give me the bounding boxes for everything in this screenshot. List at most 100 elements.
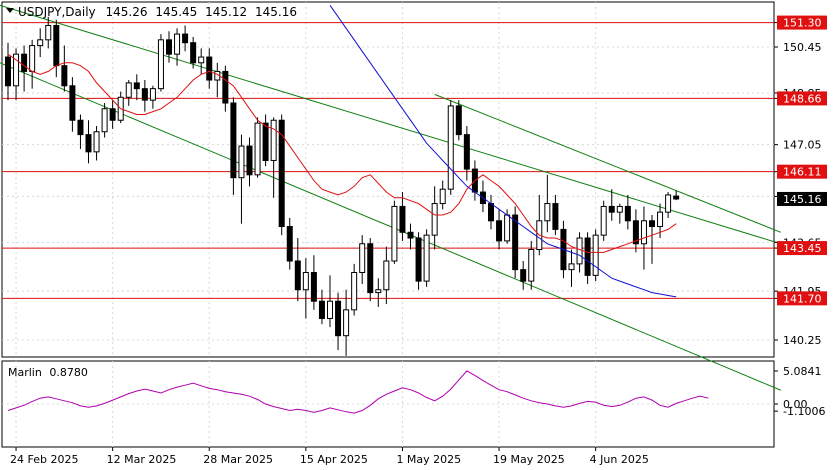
candle-body-bear [608, 205, 615, 213]
candle-body-bear [673, 195, 680, 200]
candle [182, 25, 189, 52]
candle [318, 289, 325, 325]
candle [624, 194, 631, 230]
channel-line [0, 4, 781, 245]
candle-body-bear [415, 237, 422, 282]
candle [286, 217, 293, 270]
candle-body-bull [423, 234, 430, 282]
candle [149, 85, 156, 109]
candle [544, 174, 551, 233]
candle [439, 180, 446, 210]
oscillator-value: 0.8780 [49, 366, 88, 379]
level-label-box [777, 91, 827, 106]
candle [222, 65, 229, 112]
candle [665, 192, 672, 218]
candle [632, 209, 639, 253]
time-tick-label: 15 Apr 2025 [300, 453, 368, 466]
candle-body-bull [149, 88, 156, 101]
candle-body-bear [335, 300, 342, 337]
candle-body-bull [528, 249, 535, 282]
candle [367, 238, 374, 302]
oscillator-tick-label: -1.1006 [783, 405, 825, 418]
candle-body-bear [488, 203, 494, 222]
candle-body-bull [45, 24, 52, 41]
candle [37, 28, 44, 58]
candle-body-bull [391, 205, 398, 262]
candle [270, 117, 277, 198]
candle [5, 42, 11, 101]
candle [649, 215, 655, 264]
candle-body-bull [101, 108, 108, 133]
candle-body-bull [439, 188, 446, 205]
candle [463, 125, 470, 181]
candle-body-bear [552, 203, 559, 230]
candle [206, 48, 213, 89]
candle [327, 275, 333, 328]
candle [21, 45, 28, 92]
candle-body-bull [13, 53, 20, 87]
candle-body-bear [399, 205, 406, 233]
candle [608, 189, 615, 221]
price-scale-bg [775, 2, 836, 447]
symbol-title: USDJPY,Daily 145.26 145.45 145.12 145.16 [18, 5, 297, 19]
candle [133, 74, 140, 101]
candle [528, 240, 535, 290]
candle [383, 246, 390, 305]
level-label: 141.70 [783, 292, 822, 305]
candle [592, 229, 599, 282]
candle [125, 80, 132, 106]
candle [673, 190, 680, 201]
candle-body-bear [166, 39, 172, 55]
main-plot-frame [1, 1, 775, 358]
candle [294, 238, 301, 302]
candle-body-bear [21, 53, 28, 72]
candle-body-bull [238, 145, 245, 179]
ohlc-high: 145.45 [155, 5, 197, 19]
level-label-box [777, 241, 827, 256]
candle [230, 97, 237, 195]
candle [359, 235, 366, 284]
candle-body-bear [512, 214, 519, 271]
candle-body-bear [318, 300, 325, 319]
candle [157, 34, 164, 92]
candle [166, 31, 172, 63]
candle [13, 48, 20, 101]
candle-body-bear [222, 70, 229, 104]
candle [335, 292, 342, 351]
candle-body-bull [359, 243, 366, 273]
time-tick-label: 4 Jun 2025 [590, 453, 649, 466]
candle-body-bull [125, 82, 132, 98]
candle [415, 232, 422, 290]
candle [375, 278, 382, 307]
candle-body-bull [616, 205, 623, 213]
oscillator-axis: 5.0841 0.00-1.1006 [774, 365, 825, 418]
candle [351, 263, 358, 316]
candle [391, 200, 398, 264]
candle-body-bear [649, 220, 655, 228]
candle-body-bull [270, 119, 277, 161]
price-tick-label: 150.45 [783, 41, 822, 54]
candle [600, 200, 607, 241]
candle [447, 100, 454, 195]
horizontal-levels [2, 22, 774, 299]
trend-channel [0, 4, 781, 391]
time-tick-label: 19 May 2025 [493, 453, 565, 466]
time-axis: 24 Feb 2025 12 Mar 2025 28 Mar 2025 15 Apr … [10, 447, 649, 466]
candle-body-bull [504, 214, 511, 242]
level-label: 143.45 [783, 242, 822, 255]
current-price-box [777, 191, 827, 206]
channel-line [0, 62, 781, 391]
candle-body-bear [5, 56, 11, 87]
price-tick-label: 140.25 [783, 334, 822, 347]
candle-body-bear [230, 102, 237, 179]
candle [45, 16, 52, 49]
candle-body-bull [37, 39, 44, 47]
candle-body-bear [206, 56, 213, 81]
candle-body-bear [109, 108, 116, 121]
candle-body-bear [141, 88, 148, 101]
candle-body-bull [157, 39, 164, 90]
ohlc-low: 145.12 [205, 5, 247, 19]
level-label: 148.66 [783, 92, 822, 105]
candle [69, 77, 76, 132]
collapse-triangle-icon[interactable] [6, 8, 14, 13]
